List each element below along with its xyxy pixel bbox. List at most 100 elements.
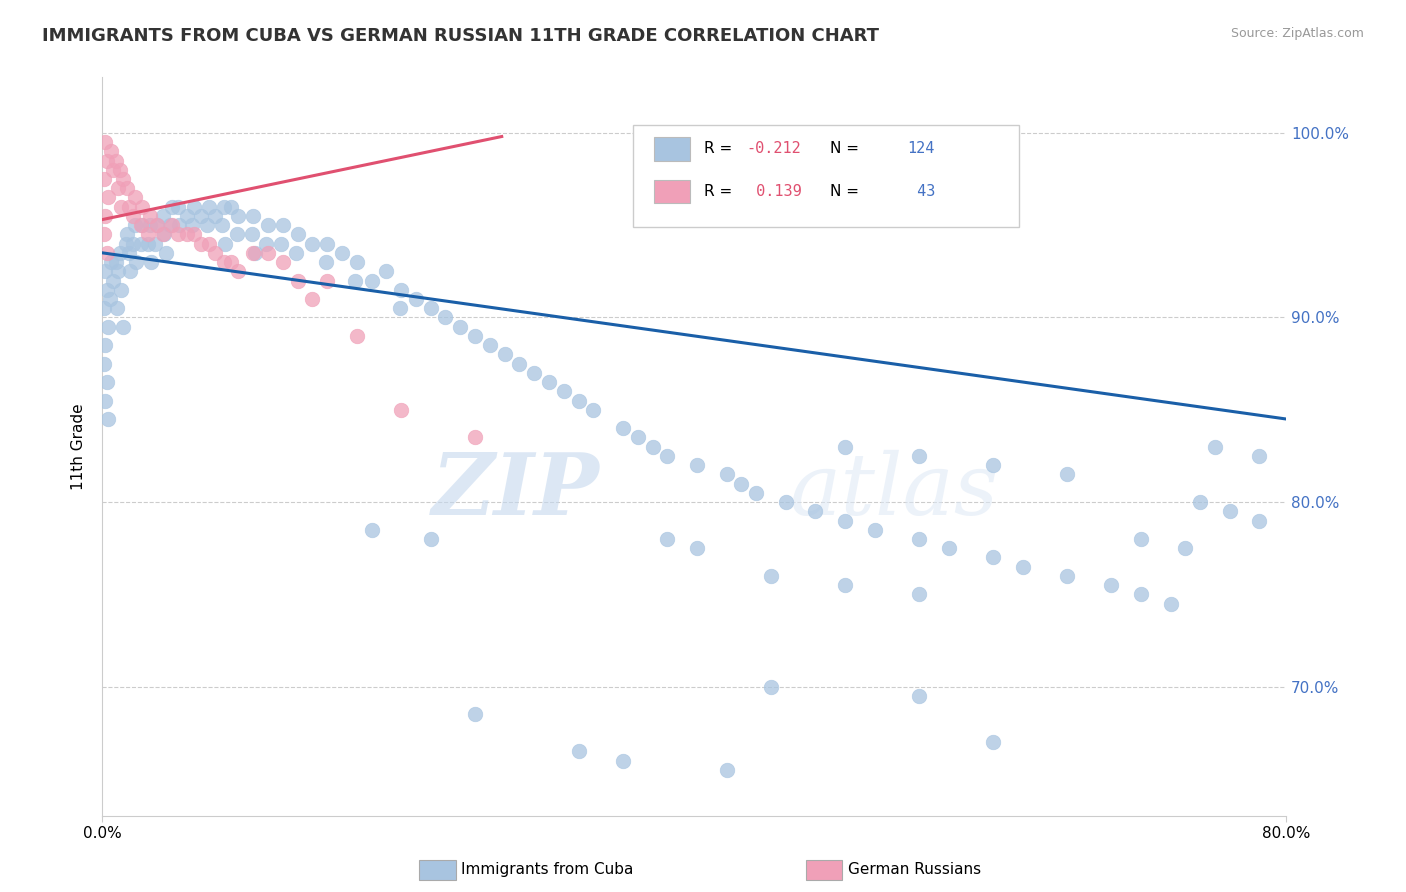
Point <box>100 255 122 269</box>
Point <box>105 301 128 316</box>
Point <box>225 227 247 242</box>
Point <box>117 227 139 242</box>
Point <box>287 227 309 242</box>
Point <box>938 541 960 556</box>
Point <box>97 319 120 334</box>
Point <box>330 245 353 260</box>
Point <box>96 375 118 389</box>
Point <box>120 264 142 278</box>
Point <box>287 273 309 287</box>
Point <box>176 209 198 223</box>
Point <box>346 255 368 269</box>
Text: -0.212: -0.212 <box>747 142 801 156</box>
Point <box>108 162 131 177</box>
Point <box>775 495 797 509</box>
Point <box>117 181 139 195</box>
Point <box>97 190 120 204</box>
Point <box>219 255 242 269</box>
Point <box>315 255 337 269</box>
Point <box>240 227 263 242</box>
Point <box>612 421 634 435</box>
Point <box>745 485 768 500</box>
Text: R =: R = <box>704 142 738 156</box>
Point <box>100 145 122 159</box>
Point <box>1189 495 1212 509</box>
Point <box>204 245 226 260</box>
Point <box>834 440 856 454</box>
Point <box>1056 467 1078 482</box>
Point <box>641 440 664 454</box>
Point <box>190 209 212 223</box>
Point <box>508 357 530 371</box>
Point <box>131 218 153 232</box>
Point <box>104 153 127 168</box>
Text: ZIP: ZIP <box>432 450 599 533</box>
Point <box>94 135 117 149</box>
Point <box>159 218 181 232</box>
Point <box>125 255 148 269</box>
Point <box>212 200 235 214</box>
Point <box>152 227 174 242</box>
Point <box>627 430 650 444</box>
Point <box>1129 587 1152 601</box>
Point <box>181 218 204 232</box>
Point <box>195 218 218 232</box>
Point <box>1056 569 1078 583</box>
Point <box>582 402 605 417</box>
Point <box>464 329 486 343</box>
Point <box>344 273 367 287</box>
Point <box>160 200 183 214</box>
Point <box>301 292 323 306</box>
Point <box>124 190 146 204</box>
Point <box>219 200 242 214</box>
Point <box>1160 597 1182 611</box>
Text: R =: R = <box>704 185 738 199</box>
Point <box>204 209 226 223</box>
Point <box>716 763 738 777</box>
Point <box>108 245 131 260</box>
Point <box>166 200 188 214</box>
Y-axis label: 11th Grade: 11th Grade <box>72 403 86 490</box>
Point <box>449 319 471 334</box>
Point <box>271 255 294 269</box>
Point <box>346 329 368 343</box>
Point <box>96 153 118 168</box>
Point <box>122 236 145 251</box>
Point <box>285 245 308 260</box>
Point <box>176 227 198 242</box>
Point <box>166 227 188 242</box>
Point <box>1129 532 1152 546</box>
Point <box>98 292 121 306</box>
Point <box>183 200 205 214</box>
Point <box>908 587 931 601</box>
Point <box>228 264 250 278</box>
Point <box>107 181 129 195</box>
Point <box>96 283 118 297</box>
Point <box>834 578 856 592</box>
Point <box>981 550 1004 565</box>
Point <box>167 218 190 232</box>
Point <box>716 467 738 482</box>
Point <box>1011 559 1033 574</box>
Point <box>136 236 159 251</box>
Point <box>138 218 160 232</box>
Point <box>118 200 141 214</box>
Point <box>107 264 129 278</box>
Point <box>155 245 177 260</box>
Point <box>686 458 709 472</box>
Point <box>730 476 752 491</box>
Point <box>686 541 709 556</box>
Point <box>243 245 266 260</box>
Point <box>1099 578 1122 592</box>
Point <box>111 319 134 334</box>
Point <box>1249 514 1271 528</box>
Point <box>256 236 278 251</box>
Point <box>568 744 591 758</box>
Point <box>111 172 134 186</box>
Point <box>1249 449 1271 463</box>
Point <box>375 264 398 278</box>
Point <box>190 236 212 251</box>
Point <box>759 569 782 583</box>
Point <box>908 689 931 703</box>
Point <box>93 301 115 316</box>
